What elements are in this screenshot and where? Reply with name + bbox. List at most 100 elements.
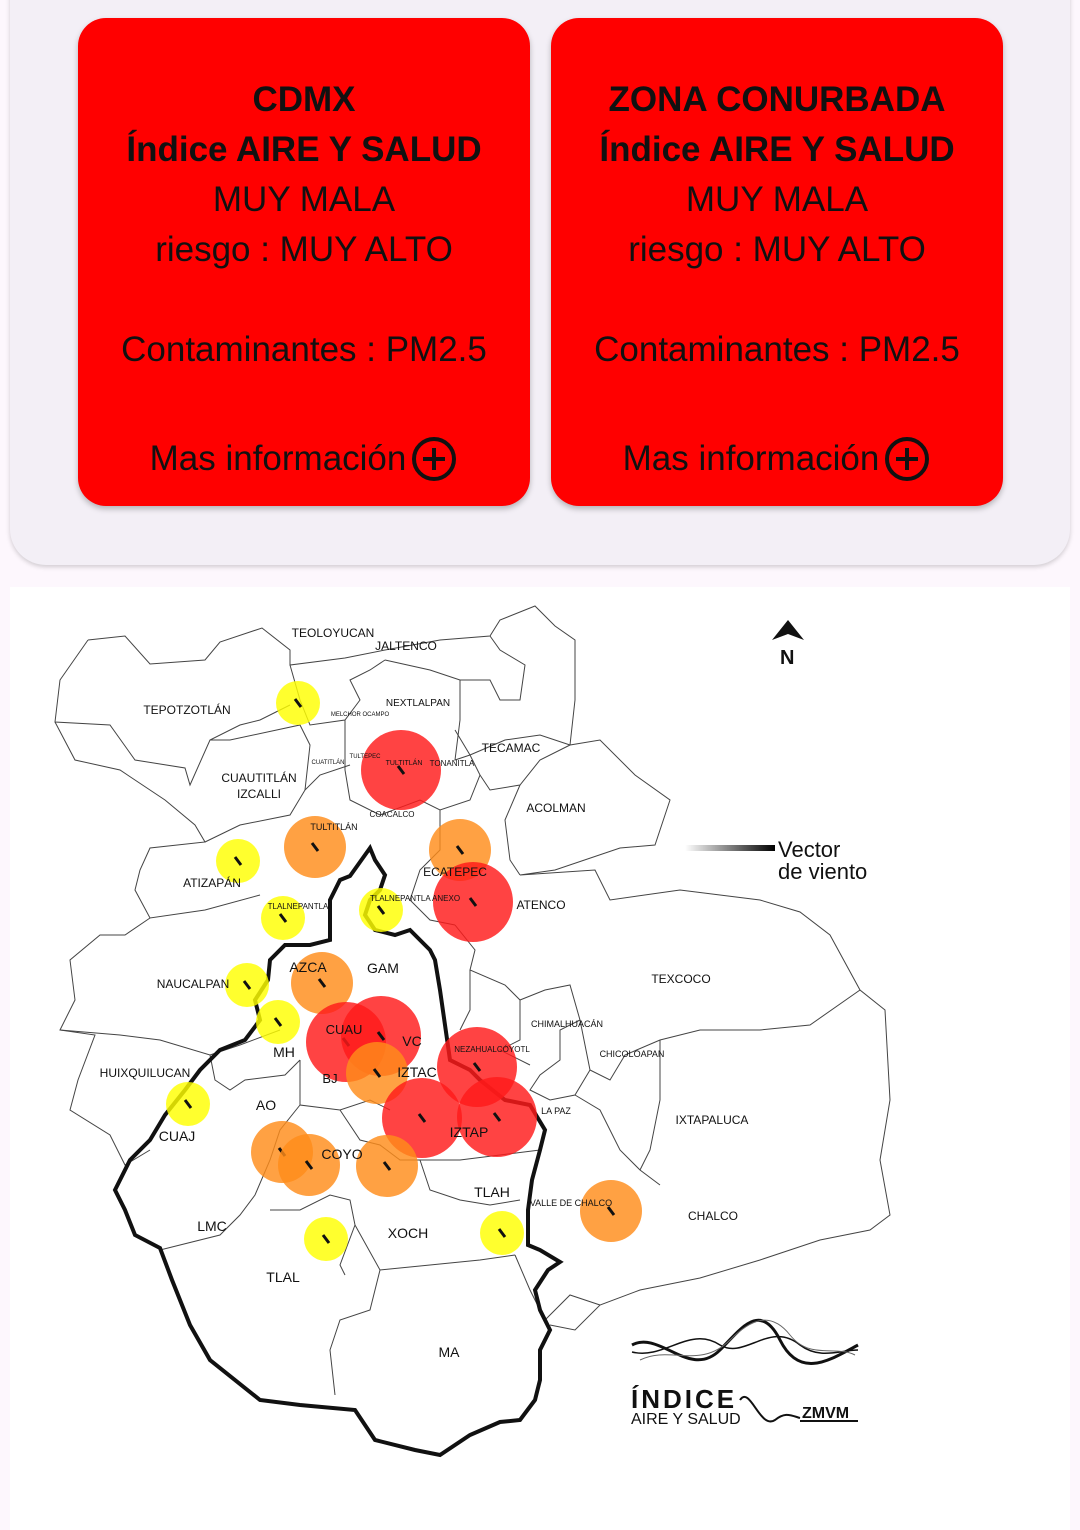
wind-vector-mark	[382, 1161, 392, 1171]
wind-vector-mark	[310, 842, 320, 852]
wind-vector-mark	[183, 1099, 193, 1109]
more-info-button[interactable]: Mas información	[78, 434, 530, 484]
wind-vector-mark	[233, 856, 243, 866]
wind-vector-mark	[242, 980, 252, 990]
wind-vector-mark	[376, 1031, 386, 1041]
map-label-la-paz: LA PAZ	[541, 1106, 571, 1116]
card-quality-level: MUY MALA	[212, 180, 396, 219]
map-label-iztap: IZTAP	[450, 1124, 489, 1140]
wind-vector-mark	[492, 1112, 502, 1122]
card-pollutants: Contaminantes : PM2.5	[594, 330, 960, 369]
wind-vector-mark	[417, 1113, 427, 1123]
wind-vector-mark	[372, 1068, 382, 1078]
card-index-name: Índice AIRE Y SALUD	[599, 130, 955, 169]
map-label-azca: AZCA	[289, 959, 327, 975]
map-label-valle-chalco: VALLE DE CHALCO	[530, 1198, 612, 1208]
wind-vector-mark	[455, 845, 465, 855]
card-pollutants: Contaminantes : PM2.5	[121, 330, 487, 369]
wind-vector-mark	[468, 897, 478, 907]
map-label-ecatepec: ECATEPEC	[423, 865, 487, 879]
map-label-mh: MH	[273, 1044, 295, 1060]
map-label-coacalco: COACALCO	[370, 810, 415, 819]
map-label-tecamac: TECAMAC	[482, 741, 541, 755]
card-quality-level: MUY MALA	[685, 180, 869, 219]
map-label-tultepec: TULTEPEC	[350, 754, 382, 760]
map-label-melchor: MELCHOR OCAMPO	[331, 712, 390, 718]
zona-conurbada-index-card[interactable]: ZONA CONURBADA Índice AIRE Y SALUD MUY M…	[551, 18, 1003, 506]
air-quality-map[interactable]: N Vector de viento TEOLOYUCAN JALTENCO TEP…	[10, 587, 1070, 1530]
map-label-gam: GAM	[367, 960, 399, 976]
map-label-tlal: TLAL	[266, 1269, 300, 1285]
map-label-teoloyucan: TEOLOYUCAN	[292, 626, 375, 640]
more-info-button[interactable]: Mas información	[551, 434, 1003, 484]
map-label-ao: AO	[256, 1097, 276, 1113]
map-label-tepotzotlan: TEPOTZOTLÁN	[143, 702, 230, 717]
map-label-cuautitlan-izcalli-1: CUAUTITLÁN	[221, 770, 296, 785]
indice-logo: ÍNDICE AIRE Y SALUD ZMVM	[631, 1318, 859, 1428]
municipality-boundaries	[54, 605, 891, 1396]
wind-vector-mark	[304, 1160, 314, 1170]
wind-vector-mark	[497, 1228, 507, 1238]
map-label-nezahualcoyotl: NEZAHUALCÓYOTL	[454, 1045, 530, 1054]
more-info-label: Mas información	[149, 439, 407, 478]
wind-legend-line1: Vector	[778, 837, 840, 862]
map-label-cuaj: CUAJ	[159, 1128, 196, 1144]
wind-vector-mark	[317, 978, 327, 988]
card-region-title: CDMX	[252, 80, 356, 119]
plus-circle-icon[interactable]	[410, 435, 458, 483]
north-arrow-icon	[772, 620, 804, 640]
map-label-chalco: CHALCO	[688, 1209, 738, 1223]
wind-vector-mark	[273, 1017, 283, 1027]
map-label-tonanitla: TONANITLA	[430, 759, 475, 768]
map-label-jaltenco: JALTENCO	[375, 639, 437, 653]
map-label-nextlalpan: NEXTLALPAN	[386, 698, 450, 709]
monitoring-stations	[166, 681, 642, 1261]
logo-subtitle: AIRE Y SALUD	[631, 1411, 741, 1428]
more-info-label: Mas información	[622, 439, 880, 478]
wind-vector-mark	[321, 1234, 331, 1244]
map-label-tultitlan2: TULTITLÁN	[310, 822, 357, 832]
map-label-tlalnepantla: TLALNEPANTLA	[268, 902, 329, 911]
map-label-naucalpan: NAUCALPAN	[157, 977, 229, 991]
map-label-lmc: LMC	[197, 1218, 227, 1234]
wind-vector-icon	[685, 845, 775, 851]
map-label-cuau: CUAU	[326, 1022, 363, 1037]
wind-vector-mark	[376, 905, 386, 915]
wind-vector-mark	[606, 1206, 616, 1216]
map-label-bj: BJ	[322, 1071, 337, 1086]
card-region-title: ZONA CONURBADA	[608, 80, 946, 119]
map-label-tultitlan: TULTITLÁN	[386, 758, 423, 767]
wind-vector-mark	[293, 698, 303, 708]
cdmx-index-card[interactable]: CDMX Índice AIRE Y SALUD MUY MALA riesgo…	[78, 18, 530, 506]
wind-vector-mark	[278, 913, 288, 923]
map-label-atenco: ATENCO	[516, 898, 565, 912]
card-index-name: Índice AIRE Y SALUD	[126, 130, 482, 169]
map-label-huixquilucan: HUIXQUILUCAN	[100, 1066, 191, 1080]
map-label-iztac: IZTAC	[397, 1064, 436, 1080]
map-label-chimalhuacan: CHIMALHUACÁN	[531, 1019, 603, 1029]
map-label-texcoco: TEXCOCO	[651, 972, 710, 986]
card-risk-level: riesgo : MUY ALTO	[628, 230, 926, 269]
wind-vector-mark	[472, 1062, 482, 1072]
map-label-ixtapaluca: IXTAPALUCA	[676, 1113, 749, 1127]
map-label-coyo: COYO	[321, 1146, 362, 1162]
map-label-tlah: TLAH	[474, 1184, 510, 1200]
logo-title: ÍNDICE	[631, 1384, 737, 1414]
map-label-cuautitlan-izcalli-2: IZCALLI	[237, 787, 281, 801]
map-label-xoch: XOCH	[388, 1225, 428, 1241]
map-label-vc: VC	[402, 1033, 421, 1049]
north-label: N	[780, 647, 794, 669]
map-label-atizapan: ATIZAPÁN	[183, 875, 241, 890]
plus-circle-icon[interactable]	[883, 435, 931, 483]
map-label-chicoloapan: CHICOLOAPAN	[600, 1049, 665, 1059]
wind-vector-mark	[396, 765, 406, 775]
card-risk-level: riesgo : MUY ALTO	[155, 230, 453, 269]
map-label-ma: MA	[439, 1344, 461, 1360]
wind-legend-line2: de viento	[778, 859, 867, 884]
map-label-acolman: ACOLMAN	[526, 801, 585, 815]
logo-zmvm: ZMVM	[802, 1405, 849, 1422]
map-label-tlalnepantla-anexo: TLALNEPANTLA ANEXO	[370, 894, 460, 903]
map-label-cuautitlan: CUATITLÁN	[312, 759, 345, 766]
